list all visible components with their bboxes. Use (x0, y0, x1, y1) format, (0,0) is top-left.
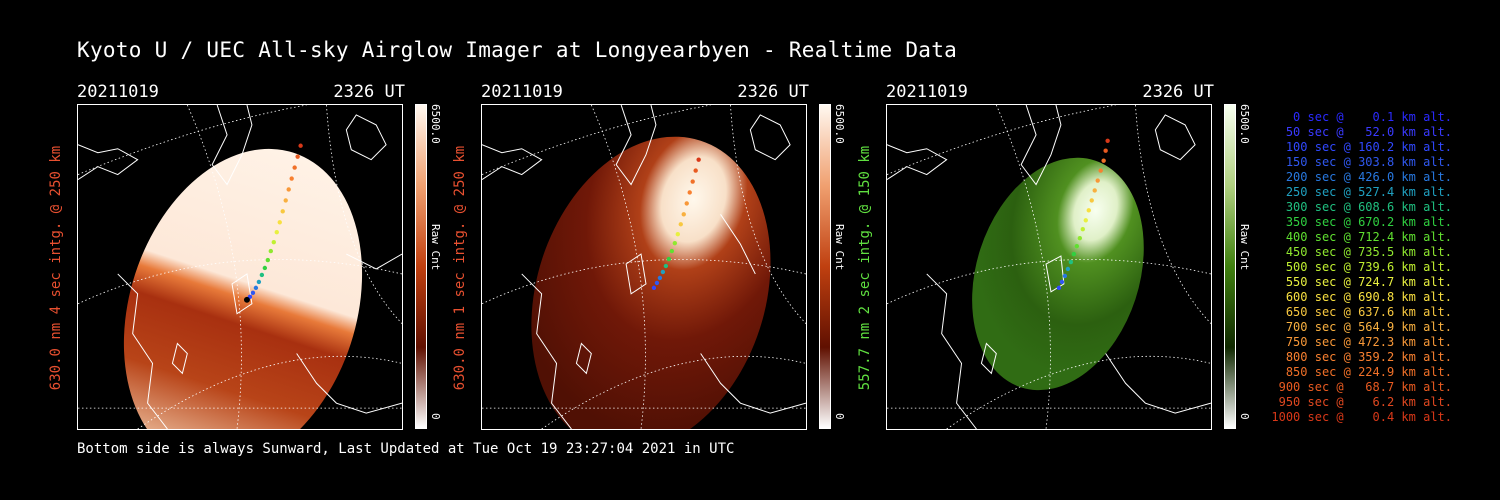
panel-date: 20211019 (77, 82, 159, 102)
colorbar (819, 104, 831, 429)
legend-row: 800 sec @ 359.2 km alt. (1285, 350, 1452, 364)
allsky-image-630-4s (77, 104, 403, 430)
airglow-panel-3: 20211019 2326 UT 557.7 nm 2 sec intg. @ … (857, 82, 1276, 432)
trajectory-dots (1056, 138, 1110, 291)
colorbar-max: 6500.0 (1238, 104, 1251, 144)
legend-row: 950 sec @ 6.2 km alt. (1278, 395, 1452, 409)
legend-row: 0 sec @ 0.1 km alt. (1293, 110, 1452, 124)
legend-row: 550 sec @ 724.7 km alt. (1285, 275, 1452, 289)
legend-row: 650 sec @ 637.6 km alt. (1285, 305, 1452, 319)
colorbar-label: Raw Cnt (429, 224, 442, 271)
legend-row: 200 sec @ 426.0 km alt. (1285, 170, 1452, 184)
altitude-legend: 0 sec @ 0.1 km alt. 50 sec @ 52.0 km alt.… (1262, 110, 1452, 425)
colorbar (415, 104, 427, 429)
legend-row: 750 sec @ 472.3 km alt. (1285, 335, 1452, 349)
trajectory-dots (243, 143, 303, 303)
colorbar-label: Raw Cnt (833, 224, 846, 271)
legend-row: 600 sec @ 690.8 km alt. (1285, 290, 1452, 304)
legend-row: 1000 sec @ 0.4 km alt. (1271, 410, 1452, 424)
legend-row: 450 sec @ 735.5 km alt. (1285, 245, 1452, 259)
legend-row: 50 sec @ 52.0 km alt. (1285, 125, 1452, 139)
panel-date: 20211019 (481, 82, 563, 102)
legend-row: 500 sec @ 739.6 km alt. (1285, 260, 1452, 274)
colorbar (1224, 104, 1236, 429)
colorbar-min: 0 (833, 413, 846, 420)
panel-time: 2326 UT (1142, 82, 1214, 102)
colorbar-min: 0 (429, 413, 442, 420)
colorbar-max: 6500.0 (833, 104, 846, 144)
airglow-panel-2: 20211019 2326 UT 630.0 nm 1 sec intg. @ … (452, 82, 871, 432)
airglow-panel-1: 20211019 2326 UT 630.0 nm 4 sec intg. @ … (48, 82, 467, 432)
allsky-image-630-1s (481, 104, 807, 430)
panel-time: 2326 UT (333, 82, 405, 102)
legend-row: 150 sec @ 303.8 km alt. (1285, 155, 1452, 169)
legend-row: 700 sec @ 564.9 km alt. (1285, 320, 1452, 334)
legend-row: 100 sec @ 160.2 km alt. (1285, 140, 1452, 154)
panel-ylabel: 630.0 nm 1 sec intg. @ 250 km (452, 145, 468, 391)
colorbar-label: Raw Cnt (1238, 224, 1251, 271)
legend-row: 250 sec @ 527.4 km alt. (1285, 185, 1452, 199)
panel-ylabel: 557.7 nm 2 sec intg. @ 150 km (857, 145, 873, 391)
legend-row: 850 sec @ 224.9 km alt. (1285, 365, 1452, 379)
trajectory-dots (651, 157, 701, 291)
legend-row: 350 sec @ 670.2 km alt. (1285, 215, 1452, 229)
colorbar-min: 0 (1238, 413, 1251, 420)
legend-row: 900 sec @ 68.7 km alt. (1278, 380, 1452, 394)
panel-time: 2326 UT (737, 82, 809, 102)
allsky-image-557-2s (886, 104, 1212, 430)
legend-row: 300 sec @ 608.6 km alt. (1285, 200, 1452, 214)
panel-ylabel: 630.0 nm 4 sec intg. @ 250 km (48, 145, 64, 391)
page-title: Kyoto U / UEC All-sky Airglow Imager at … (77, 38, 958, 62)
footer-note: Bottom side is always Sunward, Last Upda… (77, 441, 735, 457)
panel-date: 20211019 (886, 82, 968, 102)
colorbar-max: 6500.0 (429, 104, 442, 144)
legend-row: 400 sec @ 712.4 km alt. (1285, 230, 1452, 244)
